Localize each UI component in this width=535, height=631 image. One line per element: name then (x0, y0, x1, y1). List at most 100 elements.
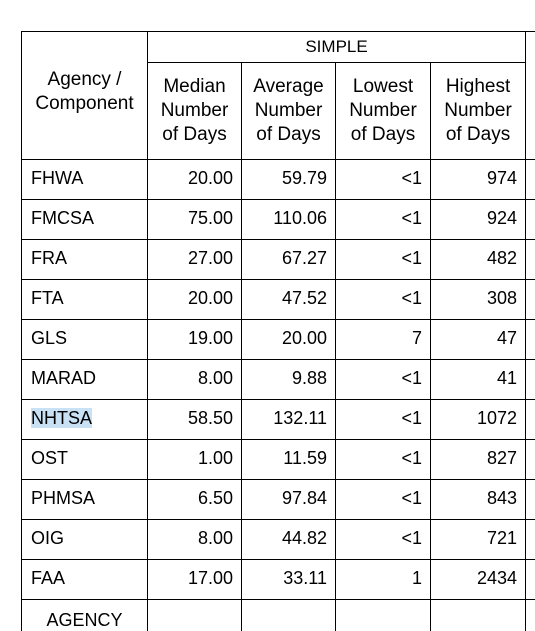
median-cell: 17.00 (147, 559, 242, 600)
average-cell: 59.79 (241, 159, 336, 200)
table-body: FHWA 20.00 59.79 <1 974 FMCSA 75.00 110.06 <1 924… (21, 159, 535, 631)
lowest-cell: 1 (335, 559, 431, 600)
table-row: FRA 27.00 67.27 <1 482 (21, 239, 535, 280)
highest-cell: 843 (429, 479, 527, 520)
next-group-cell-edge (525, 359, 535, 400)
highest-cell: 974 (429, 159, 527, 200)
median-cell: 27.00 (147, 239, 242, 280)
lowest-cell: 7 (335, 319, 431, 360)
highest-cell: 721 (429, 519, 527, 560)
average-cell: 67.27 (241, 239, 336, 280)
empty-cell (147, 599, 242, 631)
average-cell: 110.06 (241, 199, 336, 240)
agency-cell: OIG (21, 519, 148, 560)
next-group-cell-edge (525, 319, 535, 360)
average-cell: 20.00 (241, 319, 336, 360)
agency-component-header: Agency / Component (21, 31, 148, 160)
average-cell: 44.82 (241, 519, 336, 560)
average-cell: 11.59 (241, 439, 336, 480)
agency-cell: GLS (21, 319, 148, 360)
table-row: NHTSA 58.50 132.11 <1 1072 (21, 399, 535, 440)
lowest-days-header: Lowest Number of Days (335, 62, 431, 160)
median-cell: 1.00 (147, 439, 242, 480)
agency-cell: PHMSA (21, 479, 148, 520)
lowest-cell: <1 (335, 519, 431, 560)
next-group-header-edge (525, 31, 535, 160)
agency-cell: FAA (21, 559, 148, 600)
lowest-cell: <1 (335, 279, 431, 320)
agency-label: OIG (31, 528, 65, 548)
table-row: PHMSA 6.50 97.84 <1 843 (21, 479, 535, 520)
agency-label: FAA (31, 568, 66, 588)
lowest-cell: <1 (335, 239, 431, 280)
median-cell: 19.00 (147, 319, 242, 360)
agency-cell: NHTSA (21, 399, 148, 440)
highest-cell: 41 (429, 359, 527, 400)
median-cell: 8.00 (147, 359, 242, 400)
median-cell: 75.00 (147, 199, 242, 240)
agency-header-line2: Component (35, 93, 134, 114)
agency-label: FHWA (31, 168, 84, 188)
next-group-cell-edge (525, 279, 535, 320)
empty-cell (241, 599, 336, 631)
lowest-cell: <1 (335, 479, 431, 520)
average-cell: 132.11 (241, 399, 336, 440)
median-cell: 20.00 (147, 279, 242, 320)
processing-days-table: Agency / Component SIMPLE Median Number of… (21, 31, 535, 631)
highest-days-header: Highest Number of Days (429, 62, 527, 160)
agency-label: FTA (31, 288, 64, 308)
highest-cell: 47 (429, 319, 527, 360)
lowest-cell: <1 (335, 439, 431, 480)
table-viewport: Agency / Component SIMPLE Median Number of… (21, 31, 535, 631)
table-row: FTA 20.00 47.52 <1 308 (21, 279, 535, 320)
highest-cell: 924 (429, 199, 527, 240)
agency-cell: MARAD (21, 359, 148, 400)
highest-cell: 1072 (429, 399, 527, 440)
median-cell: 20.00 (147, 159, 242, 200)
empty-cell (525, 599, 535, 631)
agency-label: MARAD (31, 368, 97, 388)
next-group-cell-edge (525, 519, 535, 560)
average-cell: 33.11 (241, 559, 336, 600)
median-cell: 58.50 (147, 399, 242, 440)
next-group-cell-edge (525, 199, 535, 240)
lowest-cell: <1 (335, 159, 431, 200)
lowest-cell: <1 (335, 399, 431, 440)
highest-cell: 482 (429, 239, 527, 280)
table-row: FAA 17.00 33.11 1 2434 (21, 559, 535, 600)
next-group-cell-edge (525, 239, 535, 280)
next-group-cell-edge (525, 559, 535, 600)
next-group-cell-edge (525, 159, 535, 200)
average-cell: 47.52 (241, 279, 336, 320)
table-row: OST 1.00 11.59 <1 827 (21, 439, 535, 480)
average-days-header: Average Number of Days (241, 62, 336, 160)
agency-label: FRA (31, 248, 67, 268)
lowest-cell: <1 (335, 359, 431, 400)
empty-cell (335, 599, 431, 631)
highest-cell: 2434 (429, 559, 527, 600)
agency-label: OST (31, 448, 69, 468)
simple-group-header: SIMPLE (146, 31, 527, 63)
average-cell: 9.88 (241, 359, 336, 400)
agency-label: FMCSA (31, 208, 94, 228)
agency-cell: AGENCY (21, 599, 148, 631)
table-row: OIG 8.00 44.82 <1 721 (21, 519, 535, 560)
table-row: FHWA 20.00 59.79 <1 974 (21, 159, 535, 200)
agency-cell: FRA (21, 239, 148, 280)
lowest-cell: <1 (335, 199, 431, 240)
table-row: GLS 19.00 20.00 7 47 (21, 319, 535, 360)
median-cell: 8.00 (147, 519, 242, 560)
empty-cell (429, 599, 527, 631)
agency-header-line1: Agency / (47, 69, 122, 90)
highest-cell: 308 (429, 279, 527, 320)
median-cell: 6.50 (147, 479, 242, 520)
average-cell: 97.84 (241, 479, 336, 520)
table-row: MARAD 8.00 9.88 <1 41 (21, 359, 535, 400)
agency-cell: OST (21, 439, 148, 480)
next-group-cell-edge (525, 399, 535, 440)
highest-cell: 827 (429, 439, 527, 480)
median-days-header: Median Number of Days (147, 62, 242, 160)
agency-cell: FTA (21, 279, 148, 320)
agency-label: PHMSA (31, 488, 96, 508)
table-row: FMCSA 75.00 110.06 <1 924 (21, 199, 535, 240)
